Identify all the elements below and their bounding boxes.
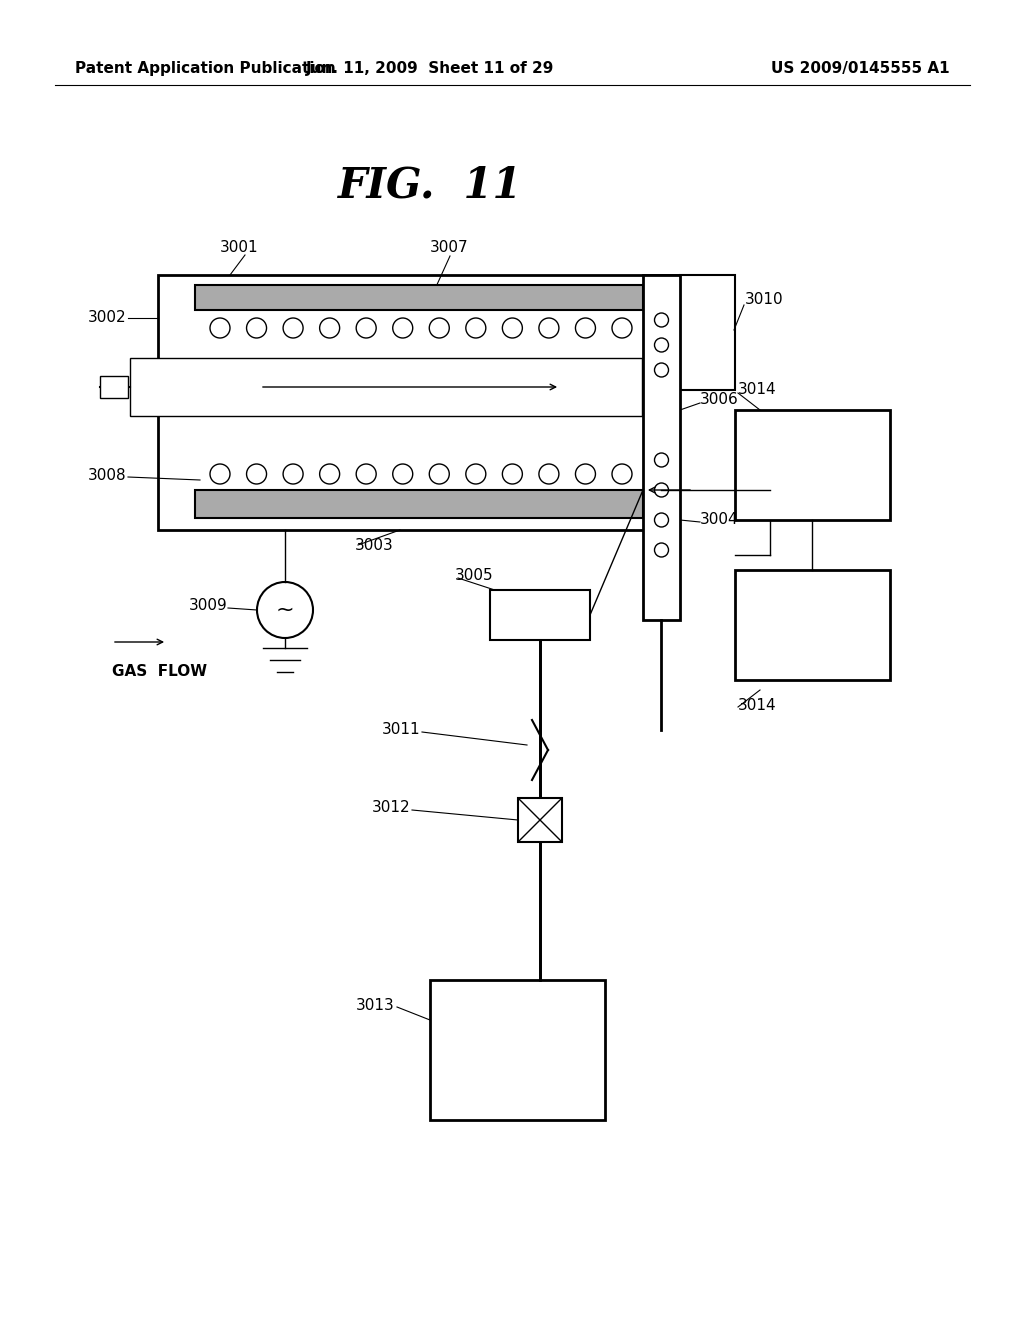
Text: 3011: 3011 xyxy=(381,722,420,738)
Text: 3009: 3009 xyxy=(189,598,228,612)
Text: 3004: 3004 xyxy=(700,512,738,528)
Text: ~: ~ xyxy=(275,601,294,620)
Bar xyxy=(158,275,678,531)
Text: 3007: 3007 xyxy=(430,240,469,256)
Bar xyxy=(195,285,643,310)
Text: 3005: 3005 xyxy=(455,568,494,582)
Text: US 2009/0145555 A1: US 2009/0145555 A1 xyxy=(771,61,950,75)
Bar xyxy=(130,358,642,416)
Text: 3003: 3003 xyxy=(355,537,394,553)
Text: 3013: 3013 xyxy=(356,998,395,1012)
Bar xyxy=(430,979,605,1119)
Bar xyxy=(680,275,735,389)
Text: Patent Application Publication: Patent Application Publication xyxy=(75,61,336,75)
Text: 3014: 3014 xyxy=(738,383,776,397)
Text: GAS  FLOW: GAS FLOW xyxy=(112,664,207,678)
Text: FIG.  11: FIG. 11 xyxy=(338,164,522,206)
Bar xyxy=(518,799,562,842)
Bar xyxy=(735,411,890,520)
Text: 3002: 3002 xyxy=(88,310,127,326)
Text: Jun. 11, 2009  Sheet 11 of 29: Jun. 11, 2009 Sheet 11 of 29 xyxy=(306,61,554,75)
Text: 3010: 3010 xyxy=(745,293,783,308)
Bar xyxy=(490,590,590,640)
Bar xyxy=(735,570,890,680)
Bar xyxy=(195,490,643,517)
Bar xyxy=(100,376,128,399)
Text: 3012: 3012 xyxy=(372,800,410,816)
Text: 3014: 3014 xyxy=(738,697,776,713)
Bar xyxy=(643,275,680,620)
Text: 3001: 3001 xyxy=(220,240,259,256)
Text: 3008: 3008 xyxy=(88,467,127,483)
Text: 3006: 3006 xyxy=(700,392,738,408)
